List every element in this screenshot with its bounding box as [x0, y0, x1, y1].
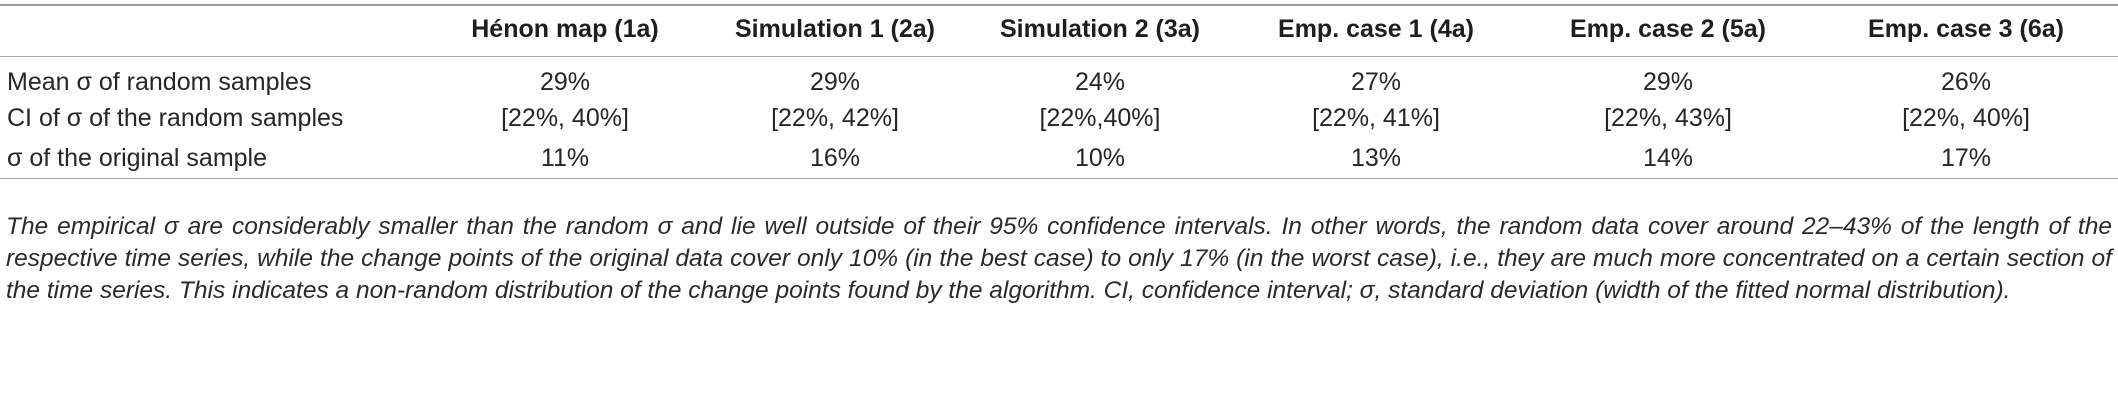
table-cell: 17% [1940, 144, 1992, 172]
table-row-original-sigma: σ of the original sample 11% 16% 10% 13%… [0, 138, 2118, 178]
row-label: σ of the original sample [7, 144, 268, 172]
table-cell: 16% [809, 144, 861, 172]
table-cell: 14% [1642, 144, 1694, 172]
table-footnote: The empirical σ are considerably smaller… [6, 212, 2112, 304]
column-header-emp-case-3: Emp. case 3 (6a) [1868, 15, 2064, 43]
table-cell: 27% [1350, 68, 1402, 96]
table-cell: 26% [1940, 68, 1992, 96]
table-header-row: Hénon map (1a) Simulation 1 (2a) Simulat… [0, 0, 2118, 58]
row-label: Mean σ of random samples [7, 68, 312, 96]
column-header-empty [0, 0, 430, 58]
table-row-ci-sigma: CI of σ of the random samples [22%, 40%]… [0, 98, 2118, 138]
column-header-emp-case-1: Emp. case 1 (4a) [1278, 15, 1474, 43]
table-cell: 11% [540, 144, 590, 172]
table-header-rule [0, 56, 2118, 57]
table-cell: 10% [1074, 144, 1126, 172]
results-table: Hénon map (1a) Simulation 1 (2a) Simulat… [0, 0, 2118, 178]
table-bottom-rule [0, 178, 2118, 179]
table-row-mean-sigma: Mean σ of random samples 29% 29% 24% 27%… [0, 58, 2118, 98]
table-cell: 29% [809, 68, 861, 96]
table-cell: [22%, 40%] [501, 104, 629, 132]
table-cell: [22%, 41%] [1312, 104, 1440, 132]
table-top-rule [0, 4, 2118, 6]
table-cell: 29% [539, 68, 591, 96]
table-cell: 29% [1642, 68, 1694, 96]
table-cell: [22%, 42%] [771, 104, 899, 132]
column-header-emp-case-2: Emp. case 2 (5a) [1570, 15, 1766, 43]
table-cell: [22%, 40%] [1902, 104, 2030, 132]
table-cell: 13% [1350, 144, 1402, 172]
column-header-henon-map: Hénon map (1a) [471, 15, 659, 43]
column-header-simulation-2: Simulation 2 (3a) [999, 15, 1201, 43]
table-cell: [22%,40%] [1039, 104, 1161, 132]
row-label: CI of σ of the random samples [7, 104, 344, 132]
table-cell: [22%, 43%] [1604, 104, 1732, 132]
column-header-simulation-1: Simulation 1 (2a) [734, 15, 936, 43]
table-cell: 24% [1074, 68, 1126, 96]
